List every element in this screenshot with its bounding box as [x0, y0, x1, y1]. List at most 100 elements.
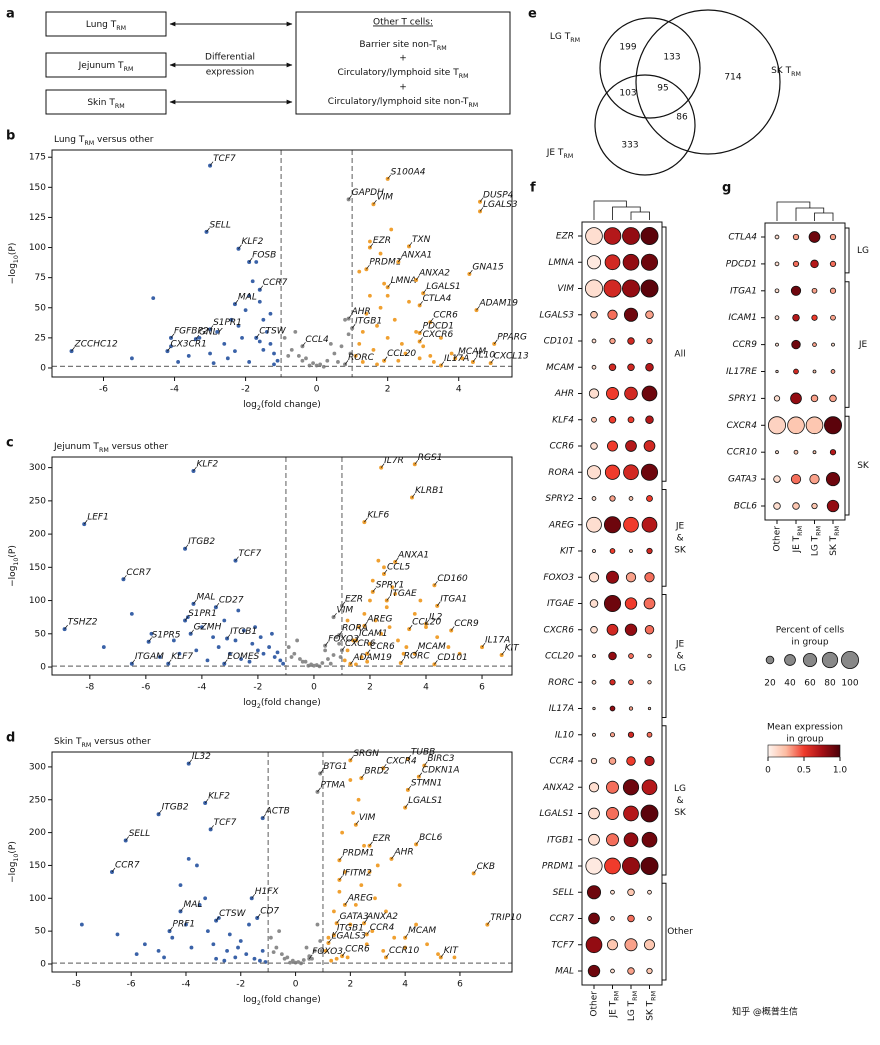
dot: [811, 287, 818, 294]
point: [407, 299, 411, 304]
gene-label: KLF2: [208, 792, 230, 802]
colorbar-label: 0.5: [797, 766, 811, 776]
dot: [775, 369, 779, 374]
region-count: 103: [619, 89, 636, 99]
leader-line: [479, 197, 484, 202]
gene-label: BCL6: [734, 502, 757, 512]
y-tick-label: 100: [29, 596, 46, 606]
gene-label: ITGB1: [355, 317, 382, 327]
gene-label: KLF4: [552, 415, 574, 425]
region-count: 86: [676, 113, 688, 123]
dot: [607, 440, 618, 452]
dot: [640, 804, 659, 823]
column-label-part: RM: [613, 991, 620, 1001]
point: [236, 323, 241, 328]
point: [222, 618, 227, 623]
point: [247, 293, 252, 298]
leader-line: [262, 813, 266, 819]
group-bracket: [845, 281, 850, 408]
dot: [610, 889, 615, 895]
point: [387, 625, 392, 630]
gene-label: VIM: [359, 813, 376, 823]
y-tick-label: 50: [35, 303, 47, 313]
gene-label: MCAM: [546, 363, 574, 373]
gene-label: STMN1: [411, 778, 442, 788]
dot: [628, 706, 634, 711]
point: [332, 909, 336, 914]
dot: [646, 337, 653, 345]
gene-label: CCL4: [305, 335, 329, 345]
leader-line: [235, 556, 239, 561]
point: [303, 659, 308, 664]
dot: [604, 254, 621, 271]
box-line: Circulatory/lymphoid site TRM: [337, 68, 468, 80]
gene-label: CCR10: [389, 946, 420, 956]
point: [329, 958, 334, 963]
point: [328, 661, 333, 666]
column-label: JE TRM: [608, 991, 620, 1019]
leader-line: [226, 634, 231, 639]
leader-line: [193, 466, 197, 472]
leader-line: [407, 754, 412, 760]
gene-label: SELL: [553, 888, 574, 898]
box-label-part: RM: [124, 66, 134, 73]
x-tick-label: 0: [293, 980, 299, 990]
y-axis-label-part: 10: [13, 255, 20, 263]
x-tick-label: 0: [314, 385, 320, 395]
column-label-part: RM: [632, 991, 639, 1001]
point: [261, 651, 266, 656]
point: [323, 948, 328, 953]
gene-label: CCL20: [412, 618, 441, 628]
dendrogram: [776, 201, 834, 221]
point: [345, 648, 350, 653]
point: [275, 650, 280, 655]
gene-label: S1PR1: [188, 609, 217, 619]
dot: [591, 679, 597, 685]
leader-line: [387, 174, 391, 180]
group-label: LG: [857, 246, 869, 256]
x-tick-label: 0: [311, 683, 317, 693]
gene-label: FGFBP2: [174, 326, 209, 336]
gene-label: ITGB2: [188, 537, 215, 547]
leader-line: [234, 299, 239, 305]
dot: [812, 369, 817, 374]
leader-line: [414, 649, 419, 654]
dot: [592, 654, 596, 658]
x-tick-label: -6: [99, 385, 108, 395]
point: [331, 653, 336, 657]
point: [282, 335, 287, 340]
set-label: JE TRM: [546, 148, 574, 160]
leader-line: [366, 265, 370, 270]
point: [156, 948, 161, 953]
dot: [830, 369, 836, 374]
point: [289, 348, 294, 352]
gene-label: FOXO3: [312, 947, 343, 957]
point: [142, 942, 147, 947]
point: [256, 648, 260, 653]
gene-label: TCF7: [551, 940, 574, 950]
dot: [811, 502, 818, 510]
column-label-part: LG T: [810, 535, 820, 556]
leader-line: [454, 354, 459, 359]
box-line-part: RM: [468, 102, 478, 109]
point: [318, 939, 323, 943]
dot: [624, 938, 638, 952]
leader-line: [350, 660, 354, 665]
gene-label: LGALS3: [331, 931, 366, 941]
dot: [792, 502, 800, 510]
point: [225, 948, 229, 953]
dot: [622, 857, 641, 876]
point: [272, 362, 276, 367]
dot: [585, 227, 603, 245]
leader-line: [348, 314, 352, 319]
point: [300, 358, 305, 363]
gene-label: RORC: [348, 353, 375, 363]
leader-line: [383, 356, 388, 361]
y-tick-label: 150: [29, 861, 46, 871]
gene-label: CXCR6: [423, 330, 454, 340]
x-tick-label: 2: [347, 980, 353, 990]
box-line: +: [399, 54, 407, 64]
leader-line: [215, 916, 220, 921]
leader-line: [425, 619, 430, 625]
box-label-part: Jejunum T: [78, 61, 124, 71]
